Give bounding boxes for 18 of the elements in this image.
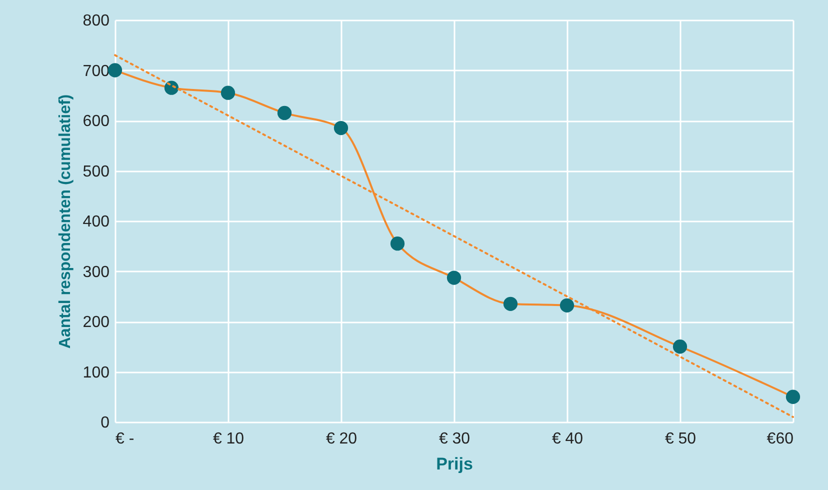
y-tick-label: 200	[82, 314, 110, 331]
x-tick-label: € 20	[326, 430, 358, 448]
y-tick-label: 300	[82, 264, 110, 281]
y-tick-label: 800	[82, 12, 110, 30]
x-tick-label: € 40	[552, 430, 584, 448]
y-tick-label: 100	[82, 364, 110, 382]
x-tick-label: € -	[116, 430, 134, 448]
x-tick-label: €60	[766, 430, 794, 448]
y-tick-label: 700	[82, 62, 110, 80]
y-tick-label: 400	[82, 214, 110, 230]
y-tick-label: 600	[82, 113, 110, 130]
y-axis-title: Aantal respondenten (cumulatief)	[56, 94, 74, 349]
x-tick-label: € 50	[664, 430, 696, 448]
x-axis-title: Prijs	[436, 454, 473, 474]
x-tick-label: € 30	[438, 430, 470, 448]
x-tick-label: € 10	[212, 430, 244, 448]
y-tick-label: 500	[82, 163, 110, 180]
y-tick-label: 0	[100, 414, 110, 432]
